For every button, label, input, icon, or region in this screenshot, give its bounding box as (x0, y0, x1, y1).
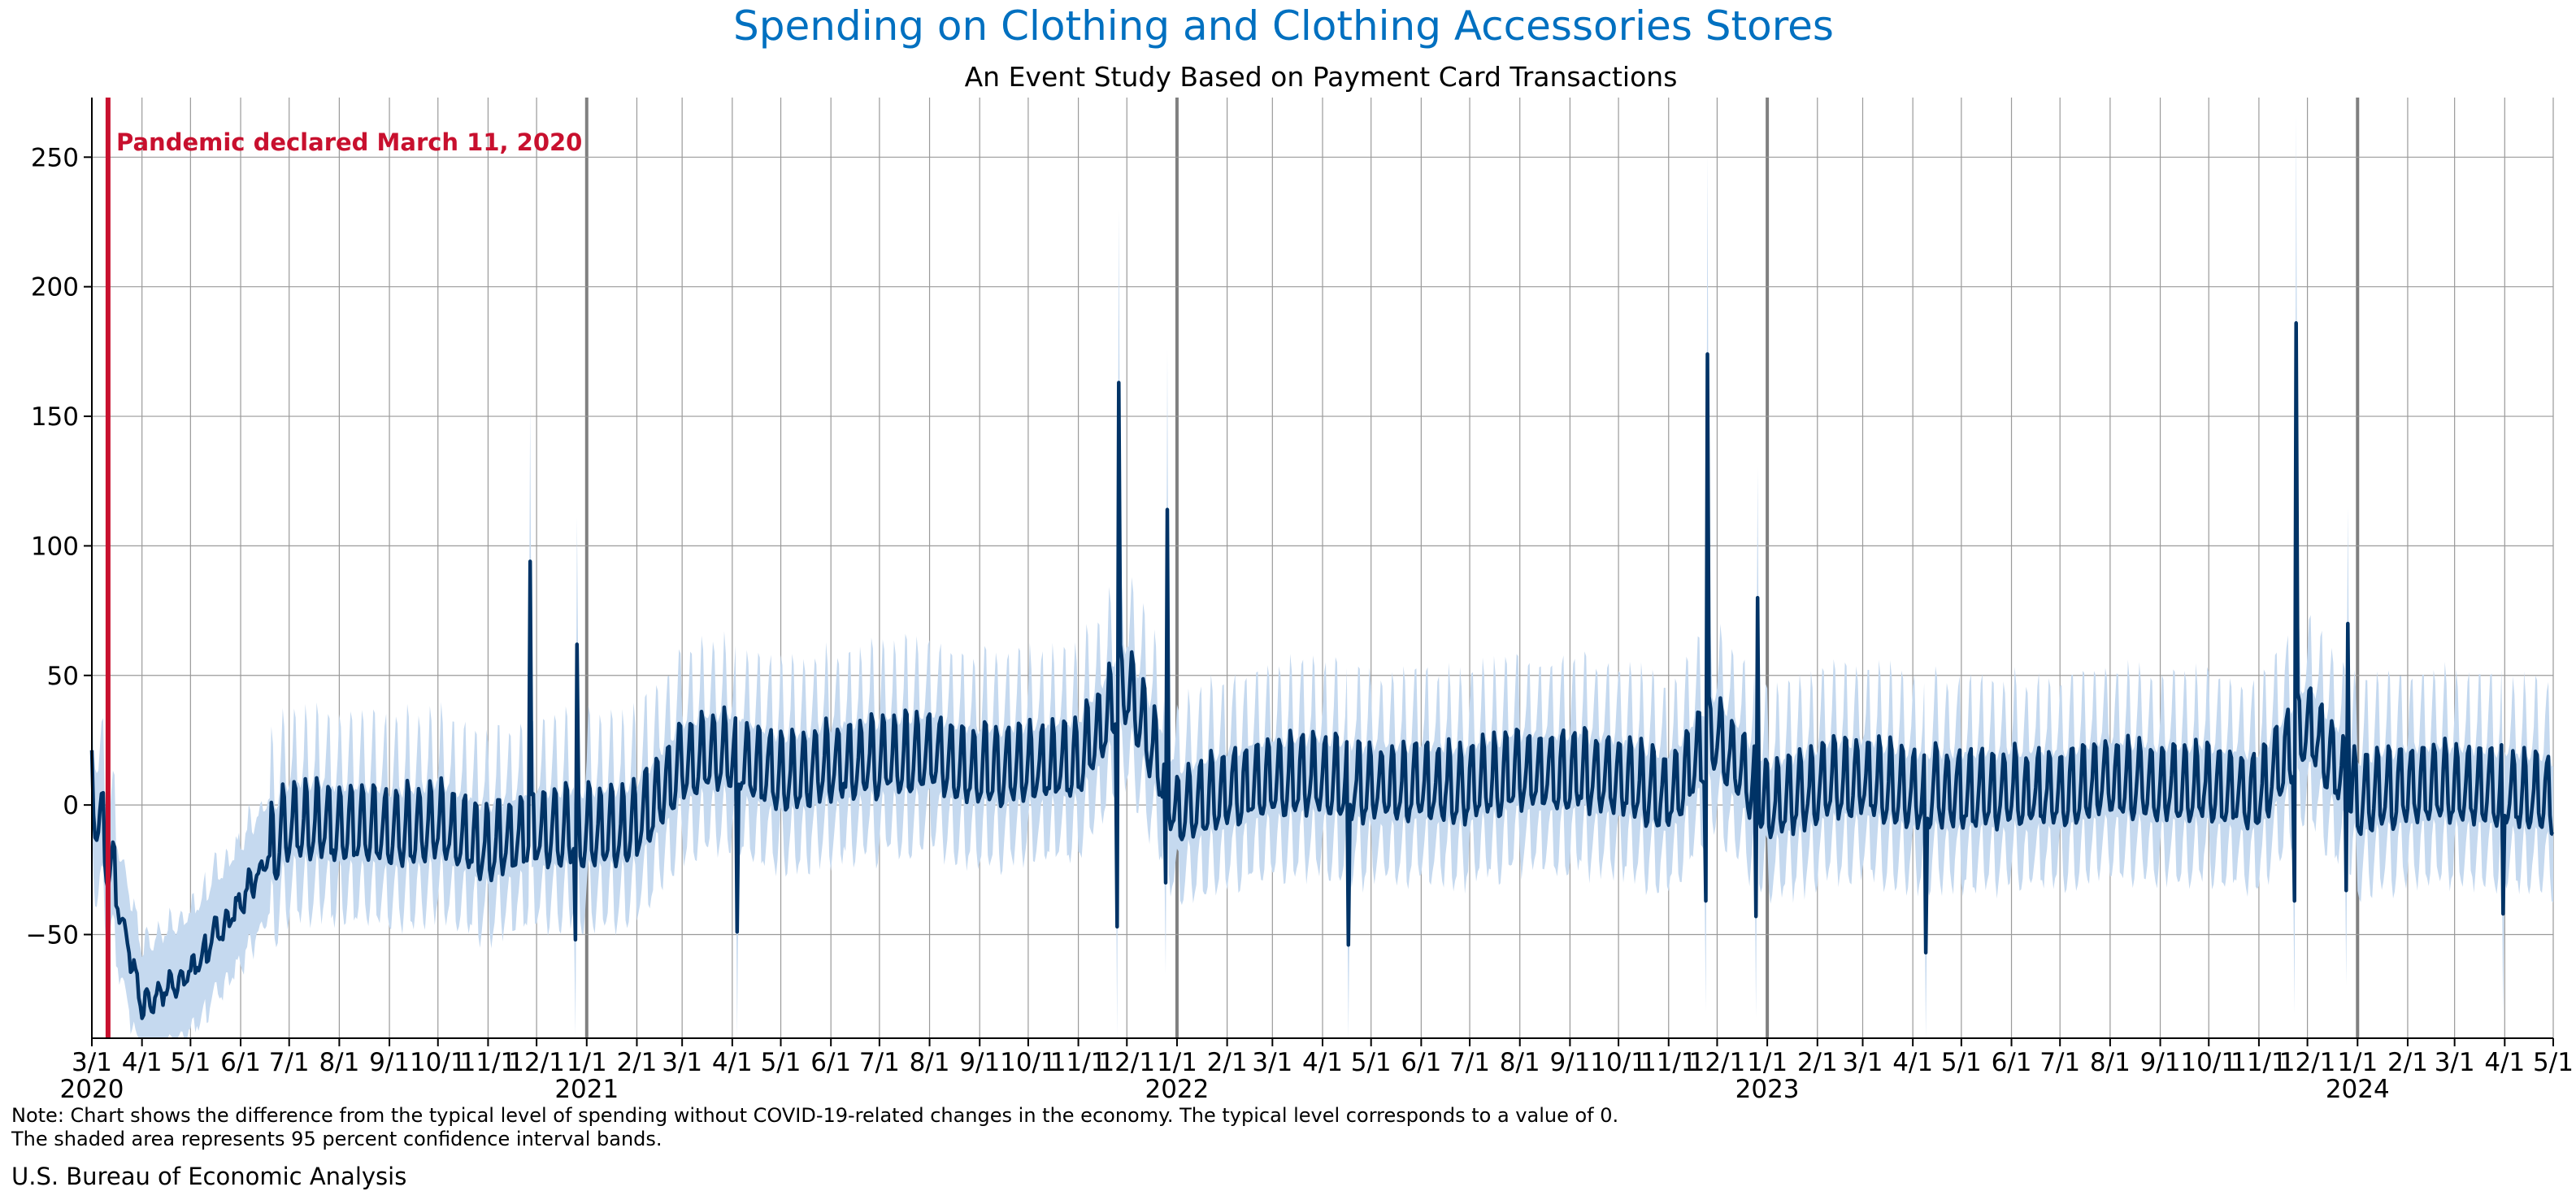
event-label: Pandemic declared March 11, 2020 (116, 128, 582, 156)
x-tick-label: 7/1 (269, 1048, 310, 1077)
x-tick-label: 9/1 (369, 1048, 410, 1077)
x-tick-label: 4/1 (122, 1048, 163, 1077)
event-marker-layer: Pandemic declared March 11, 2020 (105, 98, 582, 1038)
x-tick-label: 5/1 (1351, 1048, 1392, 1077)
x-tick-label: 2/1 (1207, 1048, 1248, 1077)
x-tick-label: 9/1 (2140, 1048, 2181, 1077)
x-tick-label: 1/1 (567, 1048, 607, 1077)
x-tick-label: 1/1 (1157, 1048, 1197, 1077)
x-tick-label: 7/1 (2040, 1048, 2080, 1077)
x-tick-label: 3/1 (72, 1048, 112, 1077)
x-tick-label: 12/1 (1689, 1048, 1746, 1077)
x-tick-label: 6/1 (220, 1048, 261, 1077)
note-line-1: Note: Chart shows the difference from th… (11, 1104, 1619, 1127)
x-tick-label: 8/1 (1500, 1048, 1540, 1077)
year-label: 2020 (60, 1075, 124, 1104)
chart-title: Spending on Clothing and Clothing Access… (733, 2, 1834, 50)
x-tick-label: 10/1 (1000, 1048, 1057, 1077)
x-tick-label: 5/1 (761, 1048, 801, 1077)
x-tick-label: 6/1 (1401, 1048, 1441, 1077)
x-tick-label: 2/1 (617, 1048, 658, 1077)
x-tick-label: 12/1 (1098, 1048, 1155, 1077)
x-tick-label: 11/1 (460, 1048, 517, 1077)
x-tick-label: 2/1 (2387, 1048, 2428, 1077)
x-tick-label: 5/1 (2533, 1048, 2574, 1077)
x-tick-label: 6/1 (810, 1048, 851, 1077)
year-label: 2022 (1145, 1075, 1209, 1104)
x-tick-label: 6/1 (1992, 1048, 2032, 1077)
x-tick-label: 9/1 (959, 1048, 1000, 1077)
x-tick-label: 4/1 (2484, 1048, 2525, 1077)
year-label: 2021 (554, 1075, 619, 1104)
x-tick-label: 11/1 (1050, 1048, 1107, 1077)
x-tick-label: 10/1 (2180, 1048, 2237, 1077)
y-tick-label: 150 (31, 402, 79, 432)
y-tick-labels: −50 0 50 100 150 200 250 (26, 143, 92, 950)
x-tick-label: 1/1 (2337, 1048, 2378, 1077)
x-tick-label: 4/1 (1892, 1048, 1933, 1077)
x-tick-label: 8/1 (910, 1048, 950, 1077)
y-tick-label: −50 (26, 921, 79, 950)
source-label: U.S. Bureau of Economic Analysis (11, 1163, 407, 1190)
x-tick-label: 8/1 (2090, 1048, 2131, 1077)
x-tick-label: 9/1 (1549, 1048, 1590, 1077)
x-tick-labels: 3/1 4/1 5/1 6/1 7/1 8/1 9/1 10/111/112/1 1/1 2/1 3… (60, 1038, 2574, 1104)
year-label: 2024 (2326, 1075, 2390, 1104)
x-tick-label: 12/1 (508, 1048, 565, 1077)
year-label: 2023 (1735, 1075, 1800, 1104)
y-tick-label: 200 (31, 273, 79, 302)
x-tick-label: 8/1 (319, 1048, 359, 1077)
x-tick-label: 3/1 (662, 1048, 702, 1077)
x-tick-label: 12/1 (2279, 1048, 2336, 1077)
x-tick-label: 5/1 (1941, 1048, 1982, 1077)
x-tick-label: 11/1 (2231, 1048, 2287, 1077)
x-tick-label: 3/1 (2435, 1048, 2475, 1077)
x-tick-label: 4/1 (712, 1048, 753, 1077)
y-tick-label: 0 (63, 791, 79, 820)
y-tick-label: 100 (31, 532, 79, 561)
y-tick-label: 50 (47, 662, 79, 691)
y-tick-label: 250 (31, 143, 79, 172)
series-line-layer (89, 321, 2554, 1020)
chart-subtitle: An Event Study Based on Payment Card Tra… (965, 61, 1678, 93)
series-line (89, 321, 2554, 1020)
x-tick-label: 7/1 (1449, 1048, 1490, 1077)
x-tick-label: 1/1 (1747, 1048, 1788, 1077)
x-tick-label: 4/1 (1302, 1048, 1343, 1077)
note-line-2: The shaded area represents 95 percent co… (11, 1128, 662, 1150)
x-tick-label: 2/1 (1797, 1048, 1838, 1077)
x-tick-label: 10/1 (1590, 1048, 1647, 1077)
x-tick-label: 5/1 (170, 1048, 211, 1077)
x-tick-label: 7/1 (859, 1048, 900, 1077)
x-tick-label: 3/1 (1252, 1048, 1292, 1077)
x-tick-label: 3/1 (1843, 1048, 1883, 1077)
x-tick-label: 11/1 (1640, 1048, 1697, 1077)
x-tick-label: 10/1 (410, 1048, 467, 1077)
